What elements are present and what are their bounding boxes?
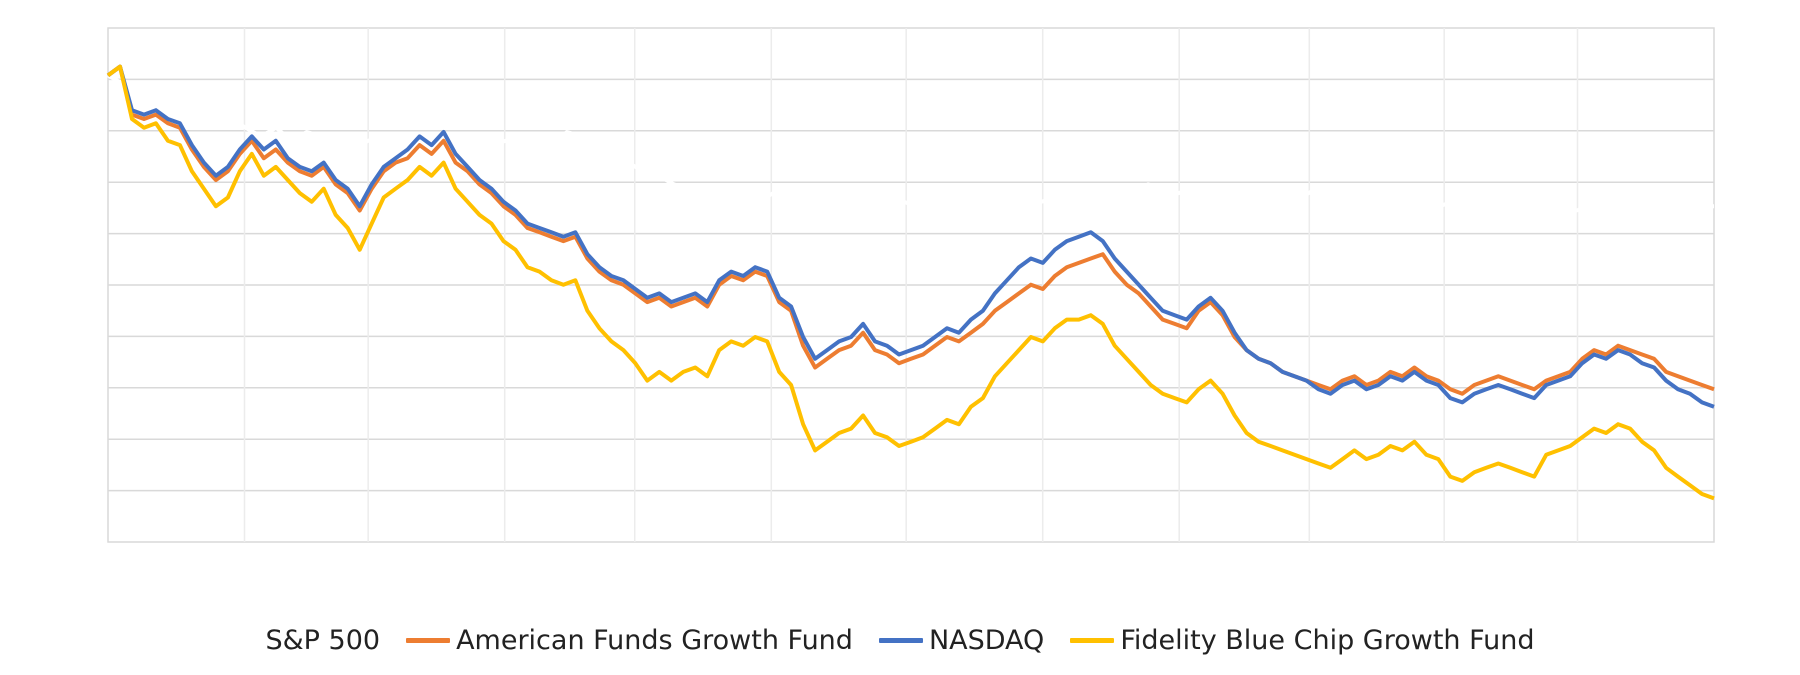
- legend-label: American Funds Growth Fund: [456, 624, 853, 656]
- legend-swatch: [1070, 637, 1115, 643]
- series-line-1: [106, 64, 1715, 396]
- legend-label: NASDAQ: [928, 624, 1045, 656]
- legend-label: Fidelity Blue Chip Growth Fund: [1120, 624, 1535, 656]
- legend-swatch: [878, 637, 923, 643]
- chart-plot-area: [106, 27, 1715, 543]
- series-line-2: [106, 64, 1715, 409]
- legend-label: S&P 500: [265, 624, 381, 656]
- chart-legend: S&P 500 American Funds Growth Fund NASDAQ F…: [0, 620, 1800, 660]
- legend-item-1: American Funds Growth Fund: [406, 625, 853, 656]
- legend-item-2: NASDAQ: [878, 624, 1045, 656]
- legend-item-0: S&P 500: [265, 625, 380, 656]
- series-line-3: [106, 64, 1715, 501]
- legend-item-3: Fidelity Blue Chip Growth Fund: [1070, 624, 1535, 656]
- series-line-0: [107, 73, 1714, 213]
- legend-swatch: [406, 637, 451, 643]
- series-lines: [106, 64, 1715, 501]
